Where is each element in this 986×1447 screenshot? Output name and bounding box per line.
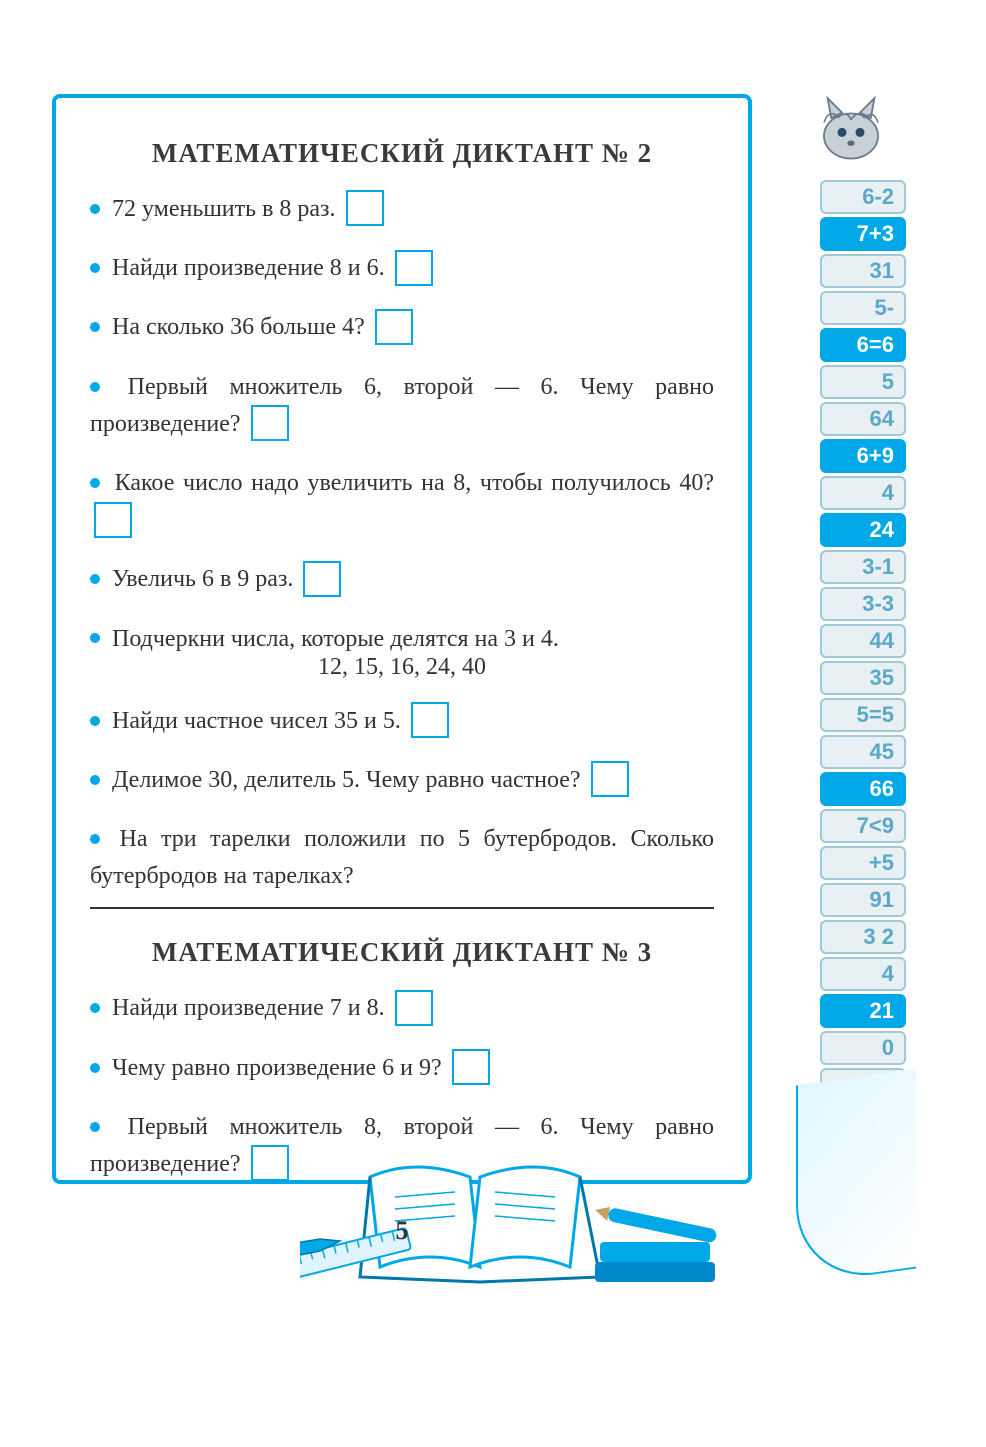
margin-tab: 6=6 xyxy=(820,328,906,362)
margin-tab: 3 2 xyxy=(820,920,906,954)
bullet-icon xyxy=(90,574,100,584)
bullet-icon xyxy=(90,633,100,643)
q2-7-numbers: 12, 15, 16, 24, 40 xyxy=(90,654,714,681)
margin-tab: 0 xyxy=(820,1031,906,1065)
answer-box[interactable] xyxy=(94,502,132,538)
bullet-icon xyxy=(90,775,100,785)
answer-box[interactable] xyxy=(395,250,433,286)
margin-tab: 35 xyxy=(820,661,906,695)
bullet-icon xyxy=(90,263,100,273)
margin-tab: 21 xyxy=(820,994,906,1028)
q-text: Найди произведение 8 и 6. xyxy=(112,255,385,281)
q-text: Увеличь 6 в 9 раз. xyxy=(112,566,293,592)
q-text: Найди частное чисел 35 и 5. xyxy=(112,708,401,734)
q2-5: Какое число надо увеличить на 8, чтобы п… xyxy=(90,465,714,539)
q2-10: На три тарелки положили по 5 бутербродов… xyxy=(90,821,714,895)
bullet-icon xyxy=(90,834,100,844)
answer-box[interactable] xyxy=(303,561,341,597)
margin-tab: 91 xyxy=(820,883,906,917)
margin-tabs: 6-27+3315-6=65646+94243-13-344355=545667… xyxy=(820,180,906,1142)
q2-8: Найди частное чисел 35 и 5. xyxy=(90,703,714,740)
cat-illustration-icon xyxy=(806,82,896,172)
bullet-icon xyxy=(90,478,100,488)
answer-box[interactable] xyxy=(251,1145,289,1181)
q3-2: Чему равно произведение 6 и 9? xyxy=(90,1050,714,1087)
section3-title: МАТЕМАТИЧЕСКИЙ ДИКТАНТ № 3 xyxy=(90,937,714,968)
answer-box[interactable] xyxy=(452,1049,490,1085)
section2-title: МАТЕМАТИЧЕСКИЙ ДИКТАНТ № 2 xyxy=(90,138,714,169)
q-text: Первый множитель 6, второй — 6. Чему рав… xyxy=(90,374,714,437)
q2-1: 72 уменьшить в 8 раз. xyxy=(90,191,714,228)
margin-tab: 7+3 xyxy=(820,217,906,251)
q-text: Какое число надо увеличить на 8, чтобы п… xyxy=(115,470,714,496)
q2-3: На сколько 36 больше 4? xyxy=(90,309,714,346)
margin-tab: 6-2 xyxy=(820,180,906,214)
q3-1: Найди произведение 7 и 8. xyxy=(90,990,714,1027)
q-text: На сколько 36 больше 4? xyxy=(112,314,365,340)
books-illustration-icon xyxy=(300,1147,730,1297)
bullet-icon xyxy=(90,716,100,726)
margin-tab: 66 xyxy=(820,772,906,806)
margin-tab: 24 xyxy=(820,513,906,547)
answer-box[interactable] xyxy=(411,702,449,738)
answer-box[interactable] xyxy=(375,309,413,345)
answer-box[interactable] xyxy=(346,190,384,226)
q2-7: Подчеркни числа, которые делятся на 3 и … xyxy=(90,621,714,658)
q2-6: Увеличь 6 в 9 раз. xyxy=(90,561,714,598)
margin-tab: 5=5 xyxy=(820,698,906,732)
margin-tab: 5 xyxy=(820,365,906,399)
margin-tab: 6+9 xyxy=(820,439,906,473)
q-text: Чему равно произведение 6 и 9? xyxy=(112,1055,442,1081)
section-divider xyxy=(90,907,714,909)
bullet-icon xyxy=(90,382,100,392)
answer-box[interactable] xyxy=(251,405,289,441)
q2-9: Делимое 30, делитель 5. Чему равно частн… xyxy=(90,762,714,799)
page-number: 5 xyxy=(396,1216,409,1246)
margin-tab: 64 xyxy=(820,402,906,436)
margin-tab: 3-1 xyxy=(820,550,906,584)
q-text: Делимое 30, делитель 5. Чему равно частн… xyxy=(112,767,581,793)
margin-tab: 31 xyxy=(820,254,906,288)
margin-tab: 4 xyxy=(820,957,906,991)
margin-tab: 3-3 xyxy=(820,587,906,621)
q-text: Найди произведение 7 и 8. xyxy=(112,995,385,1021)
answer-box[interactable] xyxy=(591,761,629,797)
worksheet-frame: МАТЕМАТИЧЕСКИЙ ДИКТАНТ № 2 72 уменьшить … xyxy=(52,94,752,1184)
bullet-icon xyxy=(90,322,100,332)
q2-2: Найди произведение 8 и 6. xyxy=(90,250,714,287)
answer-box[interactable] xyxy=(395,990,433,1026)
q2-4: Первый множитель 6, второй — 6. Чему рав… xyxy=(90,369,714,443)
margin-tab: +5 xyxy=(820,846,906,880)
bullet-icon xyxy=(90,1063,100,1073)
margin-tab: 4 xyxy=(820,476,906,510)
q-text: На три тарелки положили по 5 бутербродов… xyxy=(90,826,714,889)
page-curl-decoration xyxy=(796,1069,916,1286)
margin-tab: 7<9 xyxy=(820,809,906,843)
bullet-icon xyxy=(90,1122,100,1132)
bullet-icon xyxy=(90,204,100,214)
margin-tab: 44 xyxy=(820,624,906,658)
margin-tab: 45 xyxy=(820,735,906,769)
q-text: Подчеркни числа, которые делятся на 3 и … xyxy=(112,626,559,652)
bullet-icon xyxy=(90,1003,100,1013)
margin-tab: 5- xyxy=(820,291,906,325)
q-text: 72 уменьшить в 8 раз. xyxy=(112,196,336,222)
